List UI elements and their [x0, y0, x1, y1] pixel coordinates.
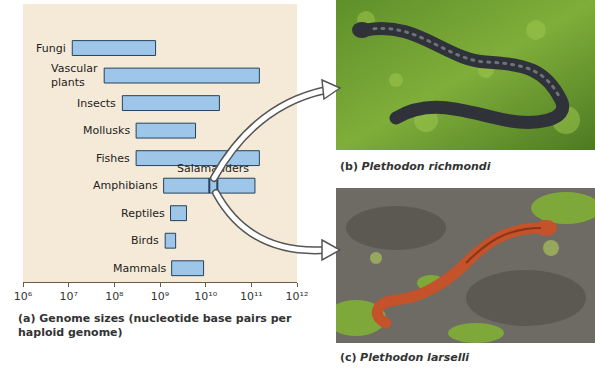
svg-text:10⁷: 10⁷ — [59, 290, 77, 303]
svg-text:10¹²: 10¹² — [286, 290, 309, 303]
svg-text:Amphibians: Amphibians — [93, 179, 158, 192]
svg-text:Salamanders: Salamanders — [177, 162, 249, 175]
html-text:(b) Plethodon richmondi: (b) Plethodon richmondi — [340, 160, 491, 173]
svg-text:Reptiles: Reptiles — [121, 207, 165, 220]
svg-text:10⁹: 10⁹ — [151, 290, 169, 303]
svg-text:Fungi: Fungi — [36, 42, 66, 55]
svg-text:Insects: Insects — [77, 97, 116, 110]
svg-text:Vascularplants: Vascularplants — [51, 62, 98, 89]
svg-text:10¹¹: 10¹¹ — [240, 290, 263, 303]
svg-text:Mollusks: Mollusks — [83, 124, 130, 137]
svg-text:10⁸: 10⁸ — [105, 290, 124, 303]
svg-text:Mammals: Mammals — [113, 262, 166, 275]
svg-text:10⁶: 10⁶ — [14, 290, 33, 303]
svg-text:10¹⁰: 10¹⁰ — [194, 290, 217, 303]
html-text:(c) Plethodon larselli: (c) Plethodon larselli — [340, 351, 469, 364]
svg-text:Fishes: Fishes — [96, 152, 130, 165]
svg-text:Birds: Birds — [131, 234, 159, 247]
html-text:(a) Genome sizes (nucleotide b: (a) Genome sizes (nucleotide base pairs … — [18, 312, 292, 339]
